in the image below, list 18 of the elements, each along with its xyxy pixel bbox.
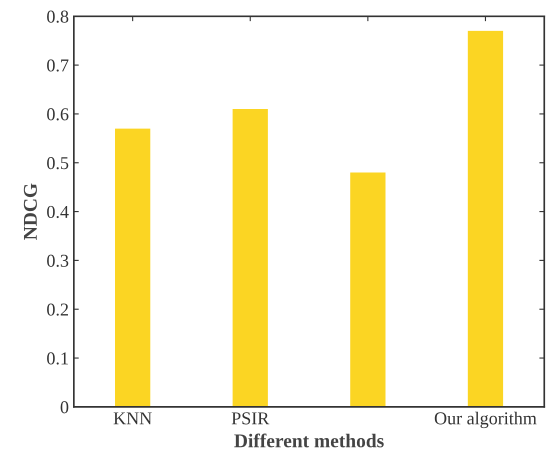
y-tick-label: 0.8 [47, 10, 68, 23]
x-axis-title: Different methods [234, 434, 384, 448]
y-tick-label: 0.7 [47, 59, 68, 72]
y-tick-label: 0.2 [47, 303, 68, 316]
y-tick-label: 0.3 [47, 254, 68, 267]
bar [232, 109, 268, 407]
y-tick-label: 0.5 [47, 157, 68, 170]
bar [468, 30, 504, 407]
y-axis-title: NDCG [24, 183, 37, 240]
bar [350, 172, 386, 407]
bar [115, 128, 150, 407]
y-tick-label: 0.6 [47, 108, 68, 120]
y-tick-label: 0.4 [47, 206, 69, 218]
y-tick-label: 0 [60, 401, 68, 414]
x-tick-label: Our algorithm [434, 412, 537, 428]
x-tick-label: KNN [114, 412, 152, 424]
x-tick-label: PSIR [232, 412, 270, 424]
y-tick-label: 0.1 [47, 352, 68, 365]
